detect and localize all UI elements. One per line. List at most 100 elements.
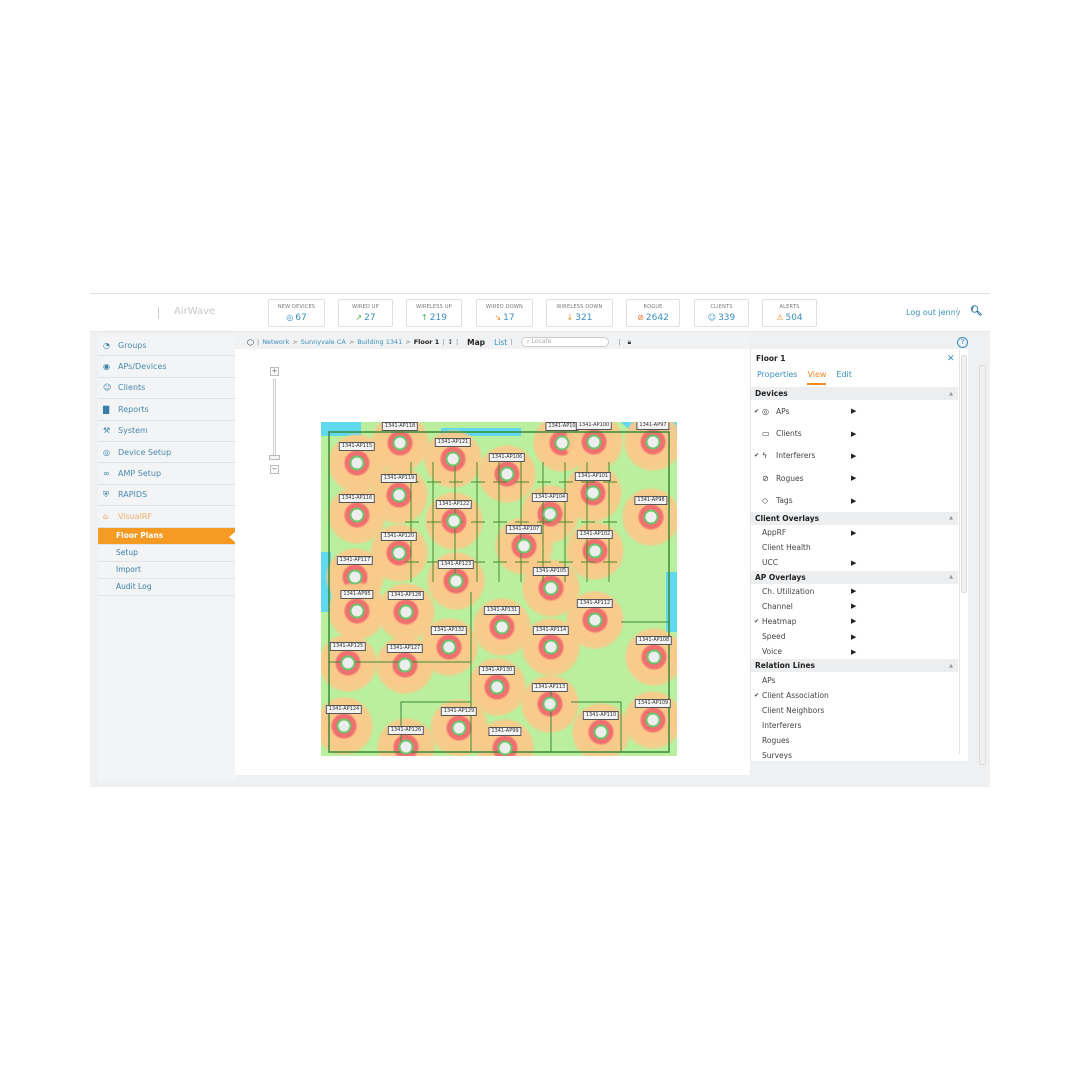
option-aps[interactable]: ✔ ◎ APs ▶ — [751, 400, 958, 422]
sidebar-item-aps-devices[interactable]: ◉ APs/Devices — [98, 356, 235, 378]
ap-icon[interactable] — [391, 545, 407, 561]
ap-label[interactable]: 1341-AP107 — [505, 525, 543, 534]
ap-icon[interactable] — [347, 569, 363, 585]
submenu-arrow-icon[interactable]: ▶ — [851, 496, 857, 505]
ap-label[interactable]: 1341-AP105 — [532, 567, 570, 576]
submenu-arrow-icon[interactable]: ▶ — [851, 528, 857, 537]
sidebar-item-reports[interactable]: ▇ Reports — [98, 399, 235, 421]
ap-icon[interactable] — [587, 612, 603, 628]
floor-plan-heatmap[interactable]: 1341-AP118 1341-AP115 1341-AP121 1341-AP10 1… — [321, 422, 677, 756]
sidebar-item-groups[interactable]: ◔ Groups — [98, 335, 235, 357]
ap-icon[interactable] — [448, 573, 464, 589]
tab-view[interactable]: View — [807, 370, 827, 385]
ap-label[interactable]: 1341-AP98 — [634, 496, 668, 505]
option-surveys[interactable]: Surveys — [751, 748, 958, 759]
option-clients[interactable]: ▭ Clients ▶ — [751, 422, 958, 444]
ap-label[interactable]: 1341-AP123 — [437, 560, 475, 569]
ap-label[interactable]: 1341-AP114 — [532, 626, 570, 635]
ap-label[interactable]: 1341-AP115 — [338, 442, 376, 451]
sidebar-subitem-setup[interactable]: Setup — [98, 545, 235, 562]
ap-icon[interactable] — [398, 604, 414, 620]
submenu-arrow-icon[interactable]: ▶ — [851, 558, 857, 567]
ap-label[interactable]: 1341-AP110 — [582, 711, 620, 720]
option-client-neighbors[interactable]: Client Neighbors — [751, 703, 958, 718]
sidebar-item-device-setup[interactable]: ◎ Device Setup — [98, 442, 235, 464]
ap-icon[interactable] — [391, 487, 407, 503]
floor-switch-icon[interactable]: ↕ — [447, 338, 453, 346]
sidebar-item-rapids[interactable]: ⛨ RAPIDS — [98, 485, 235, 507]
collapse-icon[interactable]: ▲ — [949, 662, 953, 669]
ap-icon[interactable] — [497, 740, 513, 756]
zoom-slider[interactable] — [273, 379, 276, 457]
ap-label[interactable]: 1341-AP120 — [380, 532, 418, 541]
option-aps[interactable]: APs — [751, 672, 958, 687]
ap-icon[interactable] — [398, 739, 414, 755]
ap-label[interactable]: 1341-AP117 — [336, 556, 374, 565]
list-view-button[interactable]: List — [494, 337, 508, 347]
search-icon[interactable]: 🔍︎ — [970, 306, 983, 317]
ap-icon[interactable] — [543, 580, 559, 596]
collapse-icon[interactable]: ▲ — [949, 574, 953, 581]
map-view-button[interactable]: Map — [467, 337, 486, 347]
option-interferers[interactable]: Interferers — [751, 718, 958, 733]
ap-icon[interactable] — [499, 466, 515, 482]
submenu-arrow-icon[interactable]: ▶ — [851, 429, 857, 438]
collapse-icon[interactable]: ▲ — [949, 390, 953, 397]
close-icon[interactable]: ✕ — [947, 354, 955, 364]
section-relation-lines[interactable]: Relation Lines ▲ — [751, 659, 958, 673]
ap-label[interactable]: 1341-AP100 — [575, 422, 613, 430]
ap-icon[interactable] — [554, 435, 570, 451]
ap-label[interactable]: 1341-AP124 — [325, 705, 363, 714]
stat-wired-up[interactable]: WIRED UP ↗ 27 — [338, 299, 393, 327]
ap-label[interactable]: 1341-AP97 — [636, 422, 670, 430]
ap-label[interactable]: 1341-AP106 — [488, 453, 526, 462]
stat-alerts[interactable]: ALERTS ⚠ 504 — [762, 299, 817, 327]
ap-label[interactable]: 1341-AP104 — [531, 493, 569, 502]
breadcrumb-building[interactable]: Building 1341 — [357, 338, 403, 346]
stat-wireless-up[interactable]: WIRELESS UP ↑ 219 — [406, 299, 462, 327]
option-client-association[interactable]: ✔ Client Association — [751, 688, 958, 703]
ap-icon[interactable] — [392, 435, 408, 451]
locate-input[interactable]: ⌕ Locate — [521, 337, 610, 347]
ap-label[interactable]: 1341-AP118 — [381, 422, 419, 431]
sidebar-subitem-floor-plans[interactable]: Floor Plans — [98, 527, 235, 545]
sidebar-item-system[interactable]: ⚒ System — [98, 421, 235, 442]
lock-icon[interactable]: 🔒︎ — [627, 337, 632, 346]
ap-label[interactable]: 1341-AP130 — [478, 666, 516, 675]
ap-label[interactable]: 1341-AP119 — [380, 474, 418, 483]
option-ch-utilization[interactable]: Ch. Utilization ▶ — [751, 584, 958, 599]
option-interferers[interactable]: ✔ ϟ Interferers ▶ — [751, 445, 958, 467]
sidebar-item-amp-setup[interactable]: ∞ AMP Setup — [98, 463, 235, 485]
ap-label[interactable]: 1341-AP126 — [387, 726, 425, 735]
layers-icon[interactable]: ⬡ — [247, 337, 254, 347]
stat-wireless-down[interactable]: WIRELESS DOWN ↓ 321 — [546, 299, 613, 327]
submenu-arrow-icon[interactable]: ▶ — [851, 587, 857, 596]
ap-icon[interactable] — [489, 679, 505, 695]
ap-label[interactable]: 1341-AP122 — [435, 500, 473, 509]
section-ap-overlays[interactable]: AP Overlays ▲ — [751, 570, 958, 584]
ap-icon[interactable] — [349, 507, 365, 523]
option-rogues[interactable]: Rogues — [751, 733, 958, 748]
option-client-health[interactable]: Client Health — [751, 540, 958, 555]
option-channel[interactable]: Channel ▶ — [751, 599, 958, 614]
ap-icon[interactable] — [397, 657, 413, 673]
option-ucc[interactable]: UCC ▶ — [751, 555, 958, 570]
ap-icon[interactable] — [446, 513, 462, 529]
ap-label[interactable]: 1341-AP113 — [531, 683, 569, 692]
sidebar-subitem-import[interactable]: Import — [98, 562, 235, 579]
ap-label[interactable]: 1341-AP129 — [440, 707, 478, 716]
breadcrumb-network[interactable]: Network — [262, 338, 290, 346]
section-devices[interactable]: Devices ▲ — [751, 387, 958, 400]
zoom-in-button[interactable]: + — [270, 367, 279, 376]
option-speed[interactable]: Speed ▶ — [751, 629, 958, 644]
collapse-icon[interactable]: ▲ — [949, 515, 953, 522]
sidebar-subitem-audit-log[interactable]: Audit Log — [98, 579, 235, 596]
ap-icon[interactable] — [646, 649, 662, 665]
stat-rogue[interactable]: ROGUE ⊘ 2642 — [626, 299, 680, 327]
ap-icon[interactable] — [441, 639, 457, 655]
sidebar-item-visualrf[interactable]: ⌂ VisualRF — [98, 506, 235, 528]
ap-icon[interactable] — [587, 543, 603, 559]
ap-icon[interactable] — [643, 509, 659, 525]
submenu-arrow-icon[interactable]: ▶ — [851, 617, 857, 626]
ap-label[interactable]: 1341-AP99 — [488, 727, 522, 736]
